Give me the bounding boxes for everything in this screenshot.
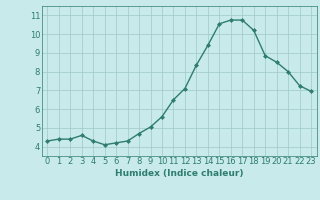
X-axis label: Humidex (Indice chaleur): Humidex (Indice chaleur) bbox=[115, 169, 244, 178]
